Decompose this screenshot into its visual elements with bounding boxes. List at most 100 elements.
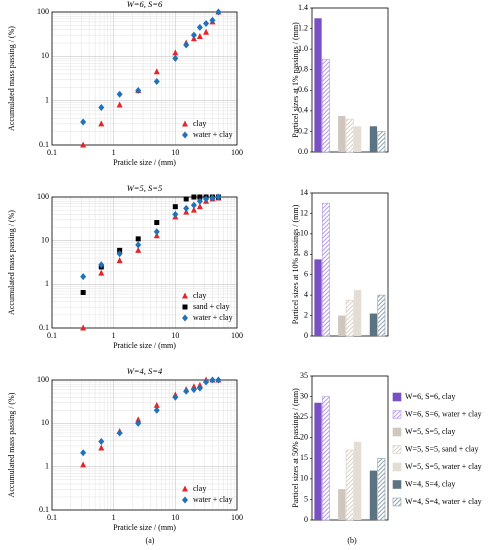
y-tick-label: 4 [304, 290, 308, 299]
bar [314, 259, 322, 336]
marker [98, 261, 105, 269]
x-tick-label: 10 [171, 331, 179, 340]
bar [321, 59, 330, 153]
marker [172, 210, 179, 218]
bar [345, 449, 354, 521]
marker [203, 378, 210, 386]
y-tick-label: 0 [304, 515, 308, 524]
marker [153, 68, 160, 75]
marker [196, 203, 203, 210]
marker [209, 16, 216, 24]
marker [98, 104, 105, 112]
legend-label: W=6, S=6, water + clay [405, 409, 482, 418]
y-tick-label: 0.0 [298, 147, 308, 156]
marker [153, 78, 160, 86]
legend-label: water + clay [193, 313, 233, 322]
marker [209, 194, 216, 202]
marker [80, 273, 87, 281]
marker [203, 28, 210, 35]
panel-label: (a) [146, 536, 155, 545]
marker [182, 485, 188, 492]
legend-label: W=4, S=4, clay [405, 479, 455, 488]
marker [154, 220, 160, 226]
legend-label: W=6, S=6, clay [405, 392, 455, 401]
x-tick-label: 1 [112, 513, 116, 522]
marker [215, 376, 222, 384]
y-axis-label: Particel sizes at 50% passings / (mm) [291, 388, 300, 508]
bar [338, 489, 346, 520]
bar [321, 202, 330, 337]
y-tick-label: 10 [41, 418, 49, 427]
y-tick-label: 0.4 [298, 106, 308, 115]
x-axis-label: Praticle size / (mm) [113, 523, 176, 532]
y-tick-label: 0.1 [39, 323, 49, 332]
legend-label: W=5, S=5, clay [405, 427, 455, 436]
y-tick-label: 0.1 [39, 505, 49, 514]
bar [377, 131, 386, 153]
y-axis-label: Accumulated mass passing / (%) [7, 210, 16, 315]
marker [197, 194, 203, 200]
legend-swatch [392, 427, 402, 437]
marker [190, 31, 197, 39]
marker [172, 393, 179, 401]
y-tick-label: 0.2 [298, 126, 308, 135]
marker [98, 269, 105, 276]
marker [80, 449, 87, 457]
x-tick-label: 0.1 [47, 148, 57, 157]
marker [203, 195, 210, 203]
x-tick-label: 1 [112, 148, 116, 157]
y-tick-label: 0.6 [298, 85, 308, 94]
y-tick-label: 25 [300, 412, 308, 421]
x-axis-label: Praticle size / (mm) [113, 158, 176, 167]
marker [182, 131, 188, 139]
x-tick-label: 0.1 [47, 331, 57, 340]
y-tick-label: 0.1 [39, 140, 49, 149]
bar [377, 294, 386, 337]
legend-swatch [392, 445, 402, 454]
y-tick-label: 10 [41, 51, 49, 60]
bar [321, 396, 330, 521]
marker [80, 290, 86, 296]
marker [182, 314, 188, 322]
marker [190, 206, 197, 213]
y-tick-label: 8 [304, 249, 308, 258]
marker [80, 141, 87, 148]
y-axis-label: Particel sizes at 10% passings / (mm) [291, 204, 300, 324]
marker [182, 120, 188, 127]
marker [153, 228, 160, 236]
marker [183, 41, 190, 49]
plot-frame [51, 379, 238, 511]
plot-frame [51, 11, 238, 146]
marker [116, 257, 123, 264]
legend-swatch [392, 410, 402, 419]
y-tick-label: 100 [37, 375, 49, 384]
bar [314, 402, 322, 520]
y-tick-label: 0 [304, 331, 308, 340]
y-tick-label: 1 [45, 279, 49, 288]
marker [135, 241, 142, 249]
marker [190, 386, 197, 394]
bar [353, 290, 362, 336]
legend-label: W=4, S=4, water + clay [405, 497, 482, 506]
marker [182, 496, 188, 504]
legend-label: sand + clay [193, 302, 230, 311]
marker [190, 201, 197, 209]
marker [215, 8, 222, 16]
marker [215, 193, 222, 201]
y-tick-label: 10 [300, 229, 308, 238]
chart-title: W=5, S=5 [127, 183, 163, 193]
bar [377, 457, 386, 521]
marker [80, 324, 87, 331]
y-tick-label: 20 [300, 433, 308, 442]
y-tick-label: 12 [300, 208, 308, 217]
marker [203, 20, 210, 28]
bar [353, 126, 362, 152]
marker [135, 86, 142, 94]
legend-label: water + clay [193, 495, 233, 504]
y-tick-label: 5 [304, 494, 308, 503]
x-tick-label: 10 [171, 513, 179, 522]
bar [345, 118, 354, 153]
marker [98, 120, 105, 127]
y-tick-label: 1.0 [298, 44, 308, 53]
